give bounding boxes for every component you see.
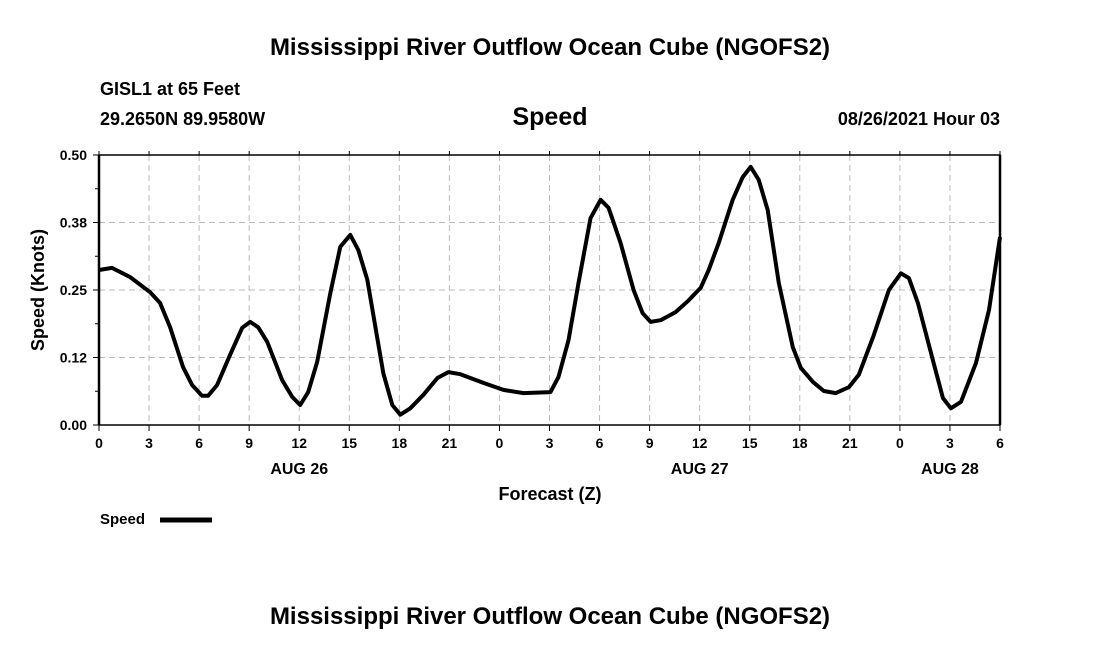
x-tick-label: 3	[946, 435, 954, 451]
legend: Speed	[100, 511, 212, 528]
x-tick-label: 6	[596, 435, 604, 451]
x-tick-label: 6	[195, 435, 203, 451]
x-tick-label: 12	[692, 435, 708, 451]
legend-label-speed: Speed	[100, 511, 145, 528]
station-coords: 29.2650N 89.9580W	[100, 109, 265, 129]
x-tick-label: 21	[842, 435, 858, 451]
x-tick-label: 9	[646, 435, 654, 451]
x-tick-label: 9	[245, 435, 253, 451]
y-axis-label: Speed (Knots)	[28, 229, 48, 351]
y-tick-label: 0.00	[60, 417, 87, 433]
x-tick-label: 3	[546, 435, 554, 451]
x-tick-label: 0	[496, 435, 504, 451]
y-tick-label: 0.25	[60, 282, 87, 298]
x-tick-label: 0	[896, 435, 904, 451]
x-tick-label: 15	[742, 435, 758, 451]
y-tick-label: 0.38	[60, 215, 87, 231]
axis-ticks: 0 3 6 9 12 15 18 21 0 3 6 9 12 15 18 21 0 3 6 0.00 0.12 0.25 0…	[60, 147, 1004, 478]
station-label: GISL1 at 65 Feet	[100, 79, 240, 99]
variable-title: Speed	[512, 103, 587, 131]
x-tick-label: 0	[95, 435, 103, 451]
forecast-datetime: 08/26/2021 Hour 03	[838, 109, 1000, 129]
x-tick-label: 6	[996, 435, 1004, 451]
x-tick-label: 12	[291, 435, 307, 451]
y-tick-label: 0.12	[60, 350, 87, 366]
x-tick-label: 15	[341, 435, 357, 451]
date-label: AUG 27	[671, 461, 729, 478]
date-label: AUG 26	[270, 461, 328, 478]
x-tick-label: 3	[145, 435, 153, 451]
x-tick-label: 18	[392, 435, 408, 451]
chart-title: Mississippi River Outflow Ocean Cube (NG…	[270, 34, 830, 61]
x-tick-label: 18	[792, 435, 808, 451]
series-line-speed	[98, 164, 1002, 417]
grid-lines	[99, 155, 1000, 425]
date-label: AUG 28	[921, 461, 979, 478]
x-axis-label: Forecast (Z)	[498, 484, 601, 504]
footer-title: Mississippi River Outflow Ocean Cube (NG…	[270, 603, 830, 630]
y-tick-label: 0.50	[60, 147, 87, 163]
x-tick-label: 21	[442, 435, 458, 451]
